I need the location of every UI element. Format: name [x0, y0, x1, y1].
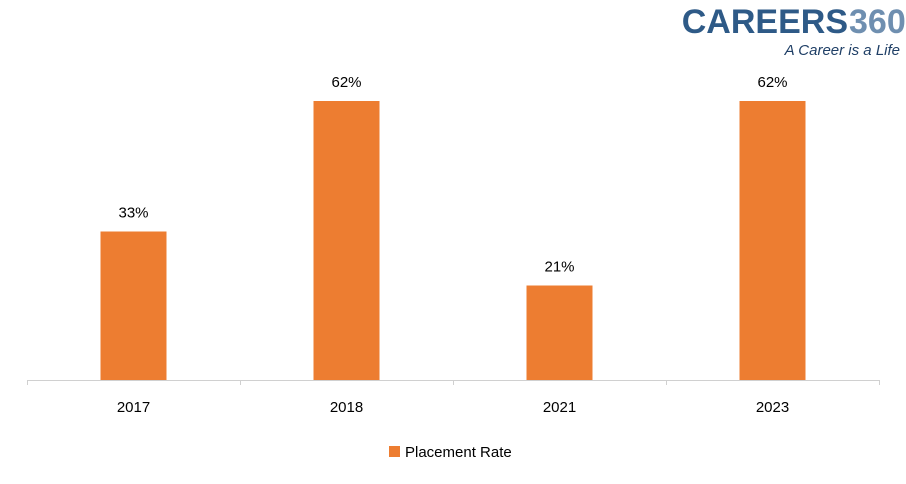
- data-label-2023: 62%: [757, 74, 787, 91]
- data-labels-layer: 33% 62% 21% 62%: [118, 74, 787, 276]
- logo-brand-main: CAREERS: [682, 3, 848, 41]
- data-label-2021: 21%: [544, 259, 574, 276]
- data-label-2018: 62%: [331, 74, 361, 91]
- bar-2017: [100, 231, 167, 380]
- x-axis-tick-labels: 2017 2018 2021 2023: [117, 399, 789, 416]
- x-axis-ticks: [27, 380, 880, 385]
- bar-2021: [526, 285, 593, 380]
- legend-swatch-placement-rate: [389, 446, 400, 457]
- tick-label-2023: 2023: [756, 399, 789, 416]
- bar-2018: [313, 101, 380, 380]
- tick-label-2021: 2021: [543, 399, 576, 416]
- tick-label-2018: 2018: [330, 399, 363, 416]
- logo-brand-number: 360: [849, 3, 906, 41]
- bar-2023: [739, 101, 806, 380]
- legend: Placement Rate: [389, 444, 512, 461]
- data-label-2017: 33%: [118, 205, 148, 222]
- bars-layer: [100, 101, 806, 380]
- legend-label-placement-rate: Placement Rate: [405, 444, 512, 461]
- careers360-logo: CAREERS 360 A Career is a Life: [682, 3, 906, 59]
- tick-label-2017: 2017: [117, 399, 150, 416]
- logo-tagline: A Career is a Life: [784, 42, 900, 59]
